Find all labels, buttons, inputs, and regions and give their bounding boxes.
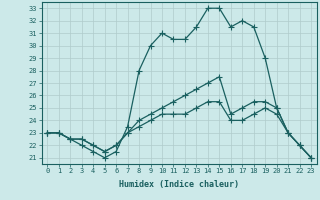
X-axis label: Humidex (Indice chaleur): Humidex (Indice chaleur) xyxy=(119,180,239,189)
